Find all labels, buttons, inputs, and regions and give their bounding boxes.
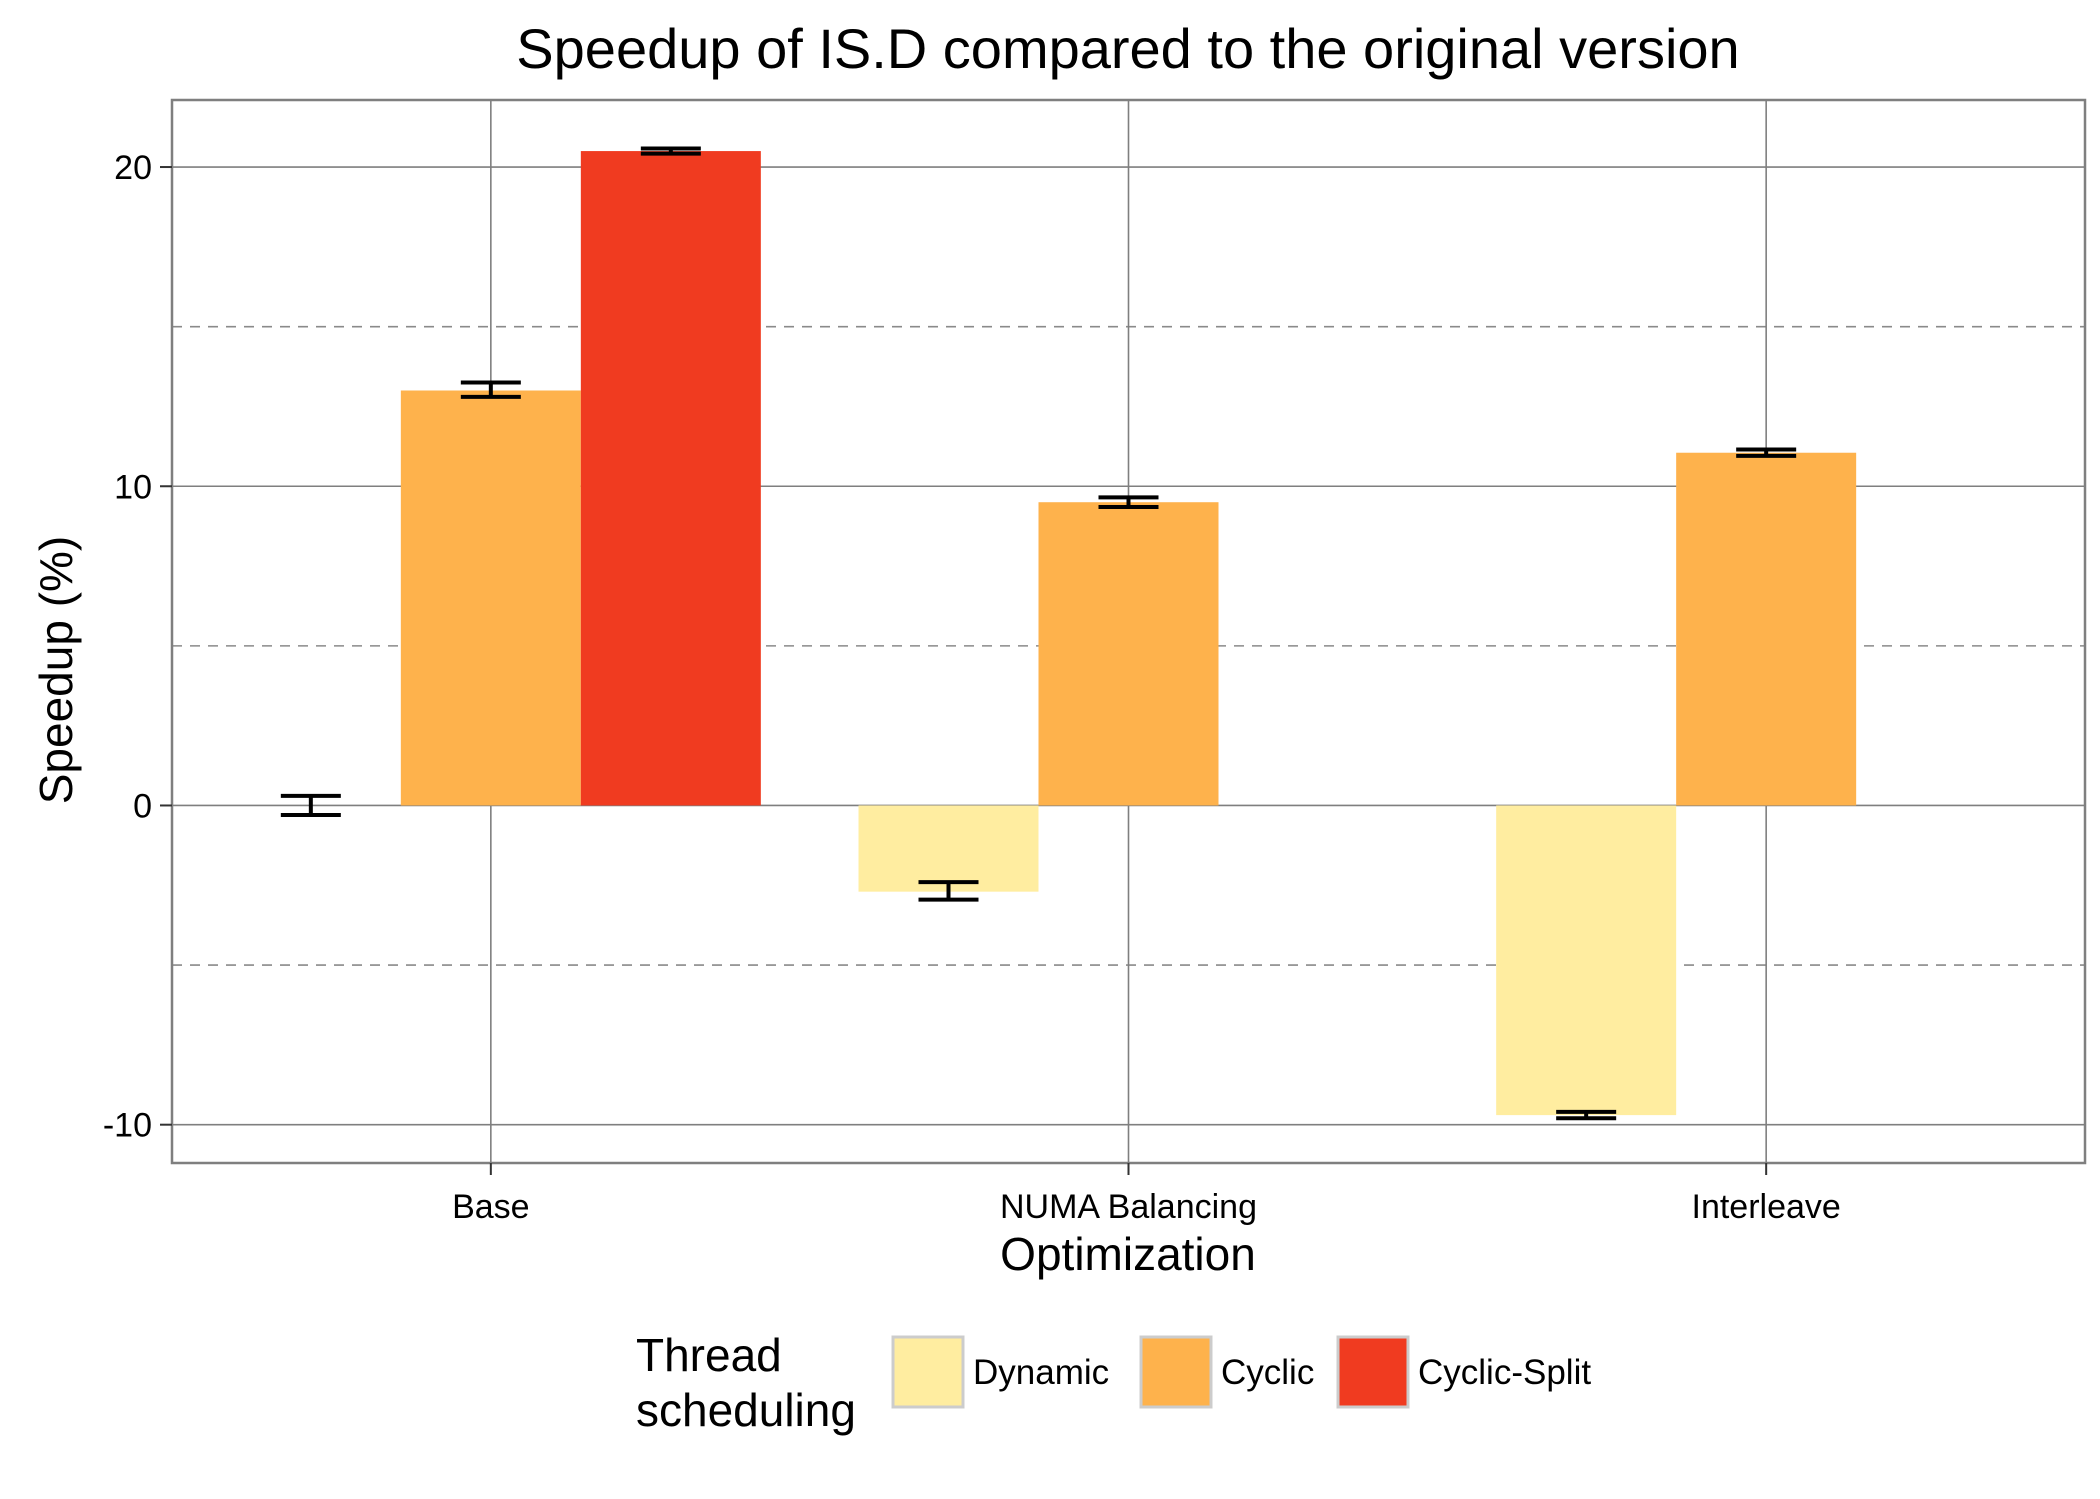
error-bar [460, 380, 521, 399]
x-tick-label: NUMA Balancing [1000, 1188, 1257, 1226]
x-axis-title: Optimization [1000, 1228, 1256, 1280]
chart-title: Speedup of IS.D compared to the original… [516, 17, 1739, 80]
y-tick-label: -10 [103, 1107, 152, 1145]
y-axis-title: Speedup (%) [30, 536, 82, 805]
legend-key-dynamic [891, 1335, 965, 1409]
error-bar [918, 880, 979, 902]
legend-key-cyclic [1139, 1335, 1213, 1409]
error-bar [280, 793, 341, 818]
legend-label: Dynamic [973, 1353, 1109, 1392]
error-bar [1098, 495, 1159, 510]
bar-dynamic [1496, 805, 1677, 1116]
error-bar [1556, 1109, 1617, 1121]
error-bar [640, 146, 701, 156]
plot-area: -10 0 10 20 Base NUMA Balancing Interleave [103, 98, 2087, 1226]
legend: Thread scheduling Dynamic Cyclic Cyclic-Sp… [636, 1329, 1591, 1436]
bar-cyclic-split [580, 151, 761, 806]
legend-label: Cyclic-Split [1418, 1353, 1591, 1392]
x-tick-label: Base [452, 1188, 530, 1226]
y-tick-label: 10 [114, 468, 152, 506]
legend-title-line-2: scheduling [636, 1384, 856, 1436]
bar-dynamic [858, 805, 1039, 892]
error-bar [1736, 447, 1797, 458]
bar-cyclic [400, 390, 581, 806]
legend-label: Cyclic [1221, 1353, 1314, 1392]
bar-cyclic [1038, 502, 1219, 806]
y-tick-label: 0 [133, 787, 152, 825]
x-tick-label: Interleave [1692, 1188, 1841, 1226]
y-tick-label: 20 [114, 149, 152, 187]
bar-cyclic [1676, 452, 1857, 806]
legend-key-cyclic-split [1336, 1335, 1410, 1409]
legend-title-line-1: Thread [636, 1329, 782, 1381]
